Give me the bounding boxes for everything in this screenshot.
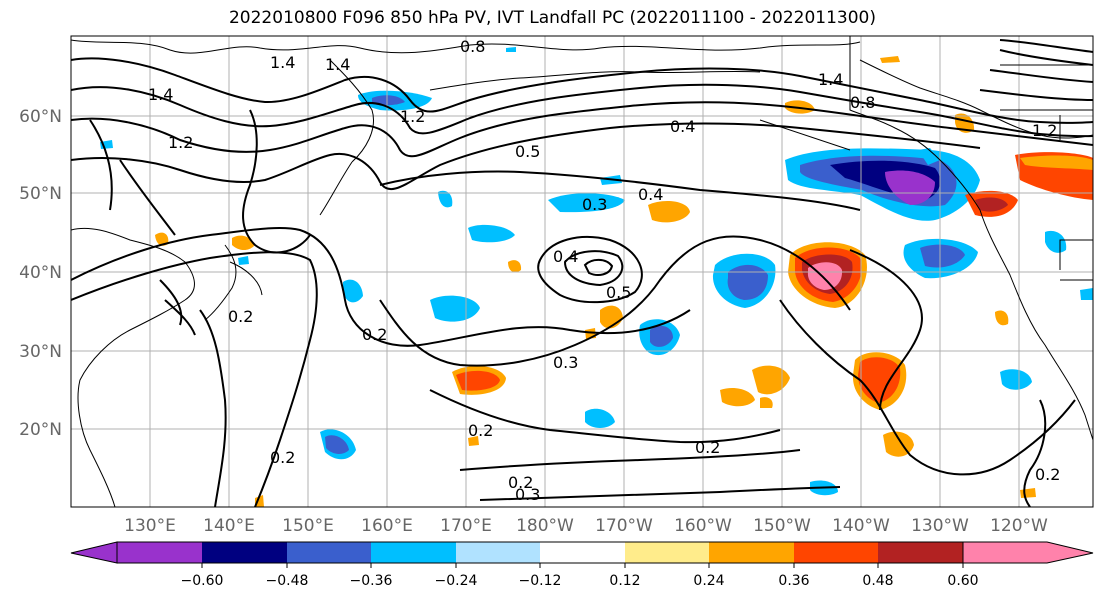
lat-label: 50°N bbox=[19, 184, 62, 204]
lon-label: 130°E bbox=[124, 516, 176, 536]
lat-label: 30°N bbox=[19, 342, 62, 362]
contour-label: 0.4 bbox=[638, 185, 663, 204]
graticule bbox=[71, 36, 1093, 507]
lon-label: 170°E bbox=[440, 516, 492, 536]
lat-label: 20°N bbox=[19, 420, 62, 440]
lon-label: 150°E bbox=[282, 516, 334, 536]
lon-label: 140°W bbox=[832, 516, 890, 536]
colorbar-segment bbox=[540, 542, 625, 563]
contour-label: 0.2 bbox=[695, 438, 720, 457]
colorbar-tick-label: 0.24 bbox=[693, 573, 724, 589]
colorbar-tick-label: −0.48 bbox=[266, 573, 309, 589]
lon-label: 170°W bbox=[595, 516, 653, 536]
lon-label: 160°W bbox=[674, 516, 732, 536]
contour-label: 1.4 bbox=[270, 53, 295, 72]
lat-label: 60°N bbox=[19, 107, 62, 127]
lon-label: 140°E bbox=[203, 516, 255, 536]
colorbar: −0.60 −0.48 −0.36 −0.24 −0.12 0.12 0.24 … bbox=[70, 541, 1094, 589]
contour-label: 0.5 bbox=[606, 283, 631, 302]
contour-label: 1.2 bbox=[400, 107, 425, 126]
colorbar-extend-right bbox=[962, 541, 1094, 564]
colorbar-segment bbox=[202, 542, 287, 563]
contour-label: 1.2 bbox=[168, 133, 193, 152]
contour-label: 0.8 bbox=[850, 93, 875, 112]
longitude-labels: 130°E 140°E 150°E 160°E 170°E 180°W 170°… bbox=[124, 516, 1048, 536]
colorbar-tick-label: −0.24 bbox=[435, 573, 478, 589]
contour-label: 0.2 bbox=[270, 448, 295, 467]
colorbar-tick-label: −0.12 bbox=[519, 573, 562, 589]
lon-label: 180°W bbox=[516, 516, 574, 536]
colorbar-segment bbox=[117, 542, 202, 563]
colorbar-segment bbox=[456, 542, 540, 563]
lon-label: 120°W bbox=[990, 516, 1048, 536]
colorbar-segment bbox=[878, 542, 963, 563]
contour-label: 0.2 bbox=[1035, 465, 1060, 484]
colorbar-extend-left bbox=[70, 541, 118, 564]
contour-label: 1.2 bbox=[1032, 121, 1057, 140]
contour-labels: 0.8 1.4 1.4 1.4 1.2 1.2 0.5 0.4 0.3 0.4 … bbox=[148, 37, 1060, 504]
lon-label: 150°W bbox=[753, 516, 811, 536]
pv-contours bbox=[71, 39, 1093, 507]
latitude-labels: 60°N 50°N 40°N 30°N 20°N bbox=[19, 107, 62, 440]
contour-label: 0.3 bbox=[515, 485, 540, 504]
contour-label: 0.2 bbox=[228, 307, 253, 326]
colorbar-tick-label: 0.60 bbox=[947, 573, 978, 589]
contour-label: 0.2 bbox=[362, 325, 387, 344]
contour-label: 1.4 bbox=[148, 85, 173, 104]
contour-label: 1.4 bbox=[818, 70, 843, 89]
colorbar-segment bbox=[794, 542, 878, 563]
colorbar-segment bbox=[371, 542, 456, 563]
contour-label: 0.4 bbox=[553, 247, 578, 266]
colorbar-tick-label: 0.12 bbox=[609, 573, 640, 589]
colorbar-tick-label: −0.60 bbox=[181, 573, 224, 589]
map-frame bbox=[70, 35, 1094, 508]
colorbar-segment bbox=[709, 542, 794, 563]
contour-label: 0.4 bbox=[670, 117, 695, 136]
lat-label: 40°N bbox=[19, 263, 62, 283]
colorbar-ticks bbox=[201, 563, 964, 568]
contour-label: 0.8 bbox=[460, 37, 485, 56]
contour-label: 0.2 bbox=[508, 473, 533, 492]
map-title: 2022010800 F096 850 hPa PV, IVT Landfall… bbox=[228, 8, 876, 28]
contour-label: 0.3 bbox=[553, 353, 578, 372]
colorbar-segment bbox=[287, 542, 371, 563]
colorbar-tick-label: −0.36 bbox=[350, 573, 393, 589]
contour-label: 0.3 bbox=[582, 195, 607, 214]
shading-layer bbox=[100, 47, 1093, 507]
colorbar-tick-label: 0.48 bbox=[862, 573, 893, 589]
colorbar-segment bbox=[625, 542, 709, 563]
contour-label: 0.5 bbox=[515, 142, 540, 161]
lon-label: 160°E bbox=[361, 516, 413, 536]
contour-label: 0.2 bbox=[468, 421, 493, 440]
lon-label: 130°W bbox=[911, 516, 969, 536]
colorbar-tick-label: 0.36 bbox=[778, 573, 809, 589]
contour-label: 1.4 bbox=[325, 55, 350, 74]
